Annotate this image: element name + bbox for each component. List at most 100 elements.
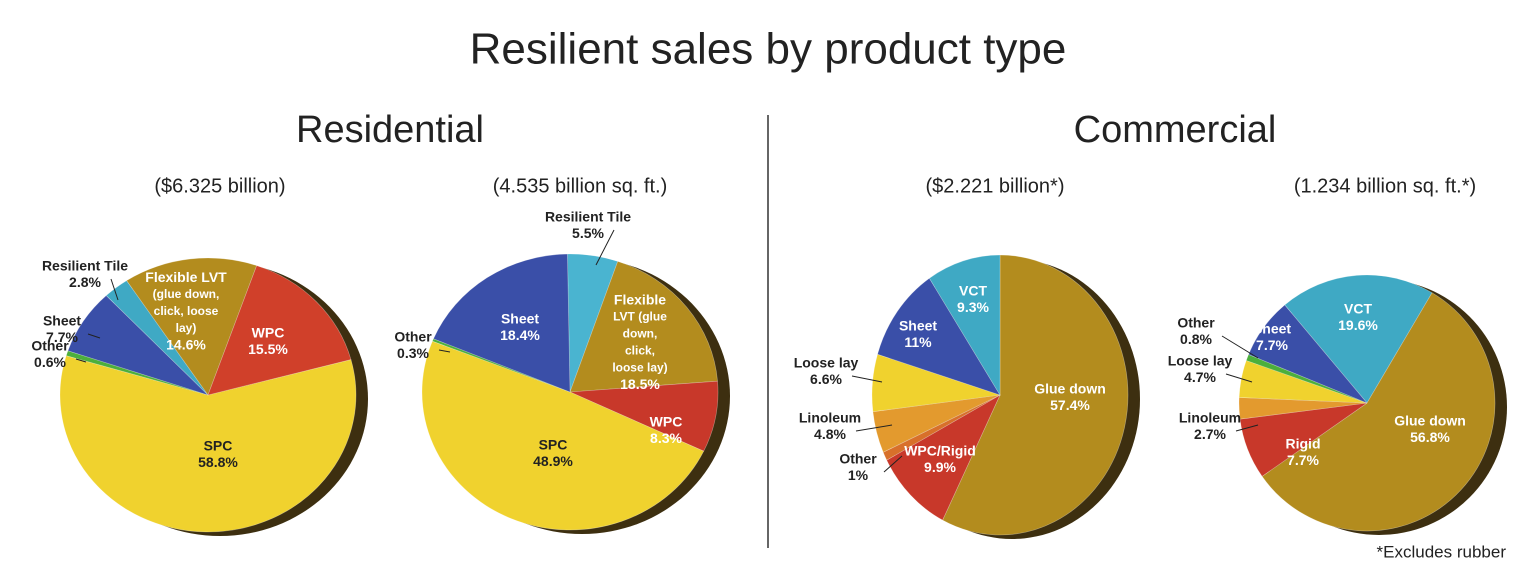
pie-slice	[59, 355, 357, 533]
category-label: Other	[394, 328, 432, 344]
pie-slice	[126, 257, 258, 396]
category-label: Sheet	[899, 317, 937, 333]
value-label: 7.7%	[1287, 452, 1319, 468]
category-label: VCT	[959, 282, 987, 298]
pie-slice	[871, 353, 1001, 413]
category-label: SPC	[539, 436, 568, 452]
value-label: 2.7%	[1194, 426, 1226, 442]
chart-subtitle: ($6.325 billion)	[154, 175, 285, 197]
footnote: *Excludes rubber	[1377, 542, 1507, 561]
chart-subtitle: (4.535 billion sq. ft.)	[493, 175, 668, 197]
category-label: SPC	[204, 437, 233, 453]
pie-slice	[67, 295, 209, 396]
slice-label: Flexible LVT (glue down, click, loose lay) 1…	[145, 269, 227, 353]
pie-slice	[1284, 274, 1433, 404]
value-label: 18.5%	[620, 376, 660, 392]
value-label: 9.9%	[924, 459, 956, 475]
category-label: Loose lay	[1168, 352, 1233, 368]
value-label: 0.3%	[397, 345, 429, 361]
pie-slice	[928, 254, 1001, 397]
leader-line	[595, 229, 615, 266]
category-label: Linoleum	[799, 409, 861, 425]
category-label: Resilient Tile	[545, 208, 631, 224]
section-title: Commercial	[1074, 109, 1277, 151]
pie-slice	[1245, 354, 1368, 404]
value-label: 56.8%	[1410, 429, 1450, 445]
value-label: 6.6%	[810, 371, 842, 387]
leader-line	[851, 375, 883, 383]
pie-slice	[567, 253, 619, 393]
pie-slice	[433, 253, 571, 393]
value-label: 0.6%	[34, 354, 66, 370]
leader-line	[75, 358, 87, 363]
leader-line	[438, 349, 451, 353]
value-label: 0.8%	[1180, 331, 1212, 347]
value-label: 4.7%	[1184, 369, 1216, 385]
category-label: Loose lay	[794, 354, 859, 370]
pie-slice	[421, 340, 705, 531]
pie-slice	[207, 265, 352, 396]
leader-line	[855, 424, 893, 432]
category-label: Rigid	[1286, 435, 1321, 451]
pie-slice	[1239, 402, 1368, 477]
pie-slice	[886, 394, 1001, 521]
category-label: Other	[839, 450, 877, 466]
category-label: Flexible LVT (glue down, click, loose lay)	[612, 291, 667, 374]
pie-slice	[877, 277, 1001, 396]
value-label: 8.3%	[650, 430, 682, 446]
category-label: WPC	[252, 324, 285, 340]
section-title: Residential	[296, 109, 484, 151]
category-label: Resilient Tile	[42, 257, 128, 273]
value-label: 1%	[848, 467, 869, 483]
chart-title: Resilient sales by product type	[470, 25, 1067, 74]
category-label: Sheet	[501, 310, 539, 326]
pie-slice	[1238, 397, 1368, 420]
category-label: Flexible LVT (glue down, click, loose lay)	[145, 269, 227, 335]
pie-slice	[1248, 304, 1368, 404]
category-label: WPC/Rigid	[904, 442, 976, 458]
pie-slice	[882, 394, 1001, 461]
value-label: 11%	[904, 334, 932, 350]
value-label: 7.7%	[1256, 337, 1288, 353]
value-label: 48.9%	[533, 453, 573, 469]
value-label: 58.8%	[198, 454, 238, 470]
value-label: 18.4%	[500, 327, 540, 343]
slice-label: Flexible LVT (glue down, click, loose lay) 18…	[612, 291, 667, 392]
leader-line	[1225, 373, 1253, 383]
value-label: 14.6%	[166, 337, 206, 353]
category-label: Glue down	[1034, 380, 1106, 396]
category-label: Sheet	[1253, 320, 1291, 336]
leader-line	[1235, 424, 1259, 432]
value-label: 19.6%	[1338, 317, 1378, 333]
category-label: Linoleum	[1179, 409, 1241, 425]
pie-slice	[432, 338, 571, 393]
leader-line	[883, 455, 903, 473]
value-label: 9.3%	[957, 299, 989, 315]
value-label: 4.8%	[814, 426, 846, 442]
value-label: 5.5%	[572, 225, 604, 241]
category-label: Glue down	[1394, 412, 1466, 428]
pie-slice	[65, 350, 209, 396]
category-label: VCT	[1344, 300, 1372, 316]
pie-slice	[569, 380, 719, 452]
category-label: Other	[1177, 314, 1215, 330]
pie-slice	[942, 254, 1129, 536]
